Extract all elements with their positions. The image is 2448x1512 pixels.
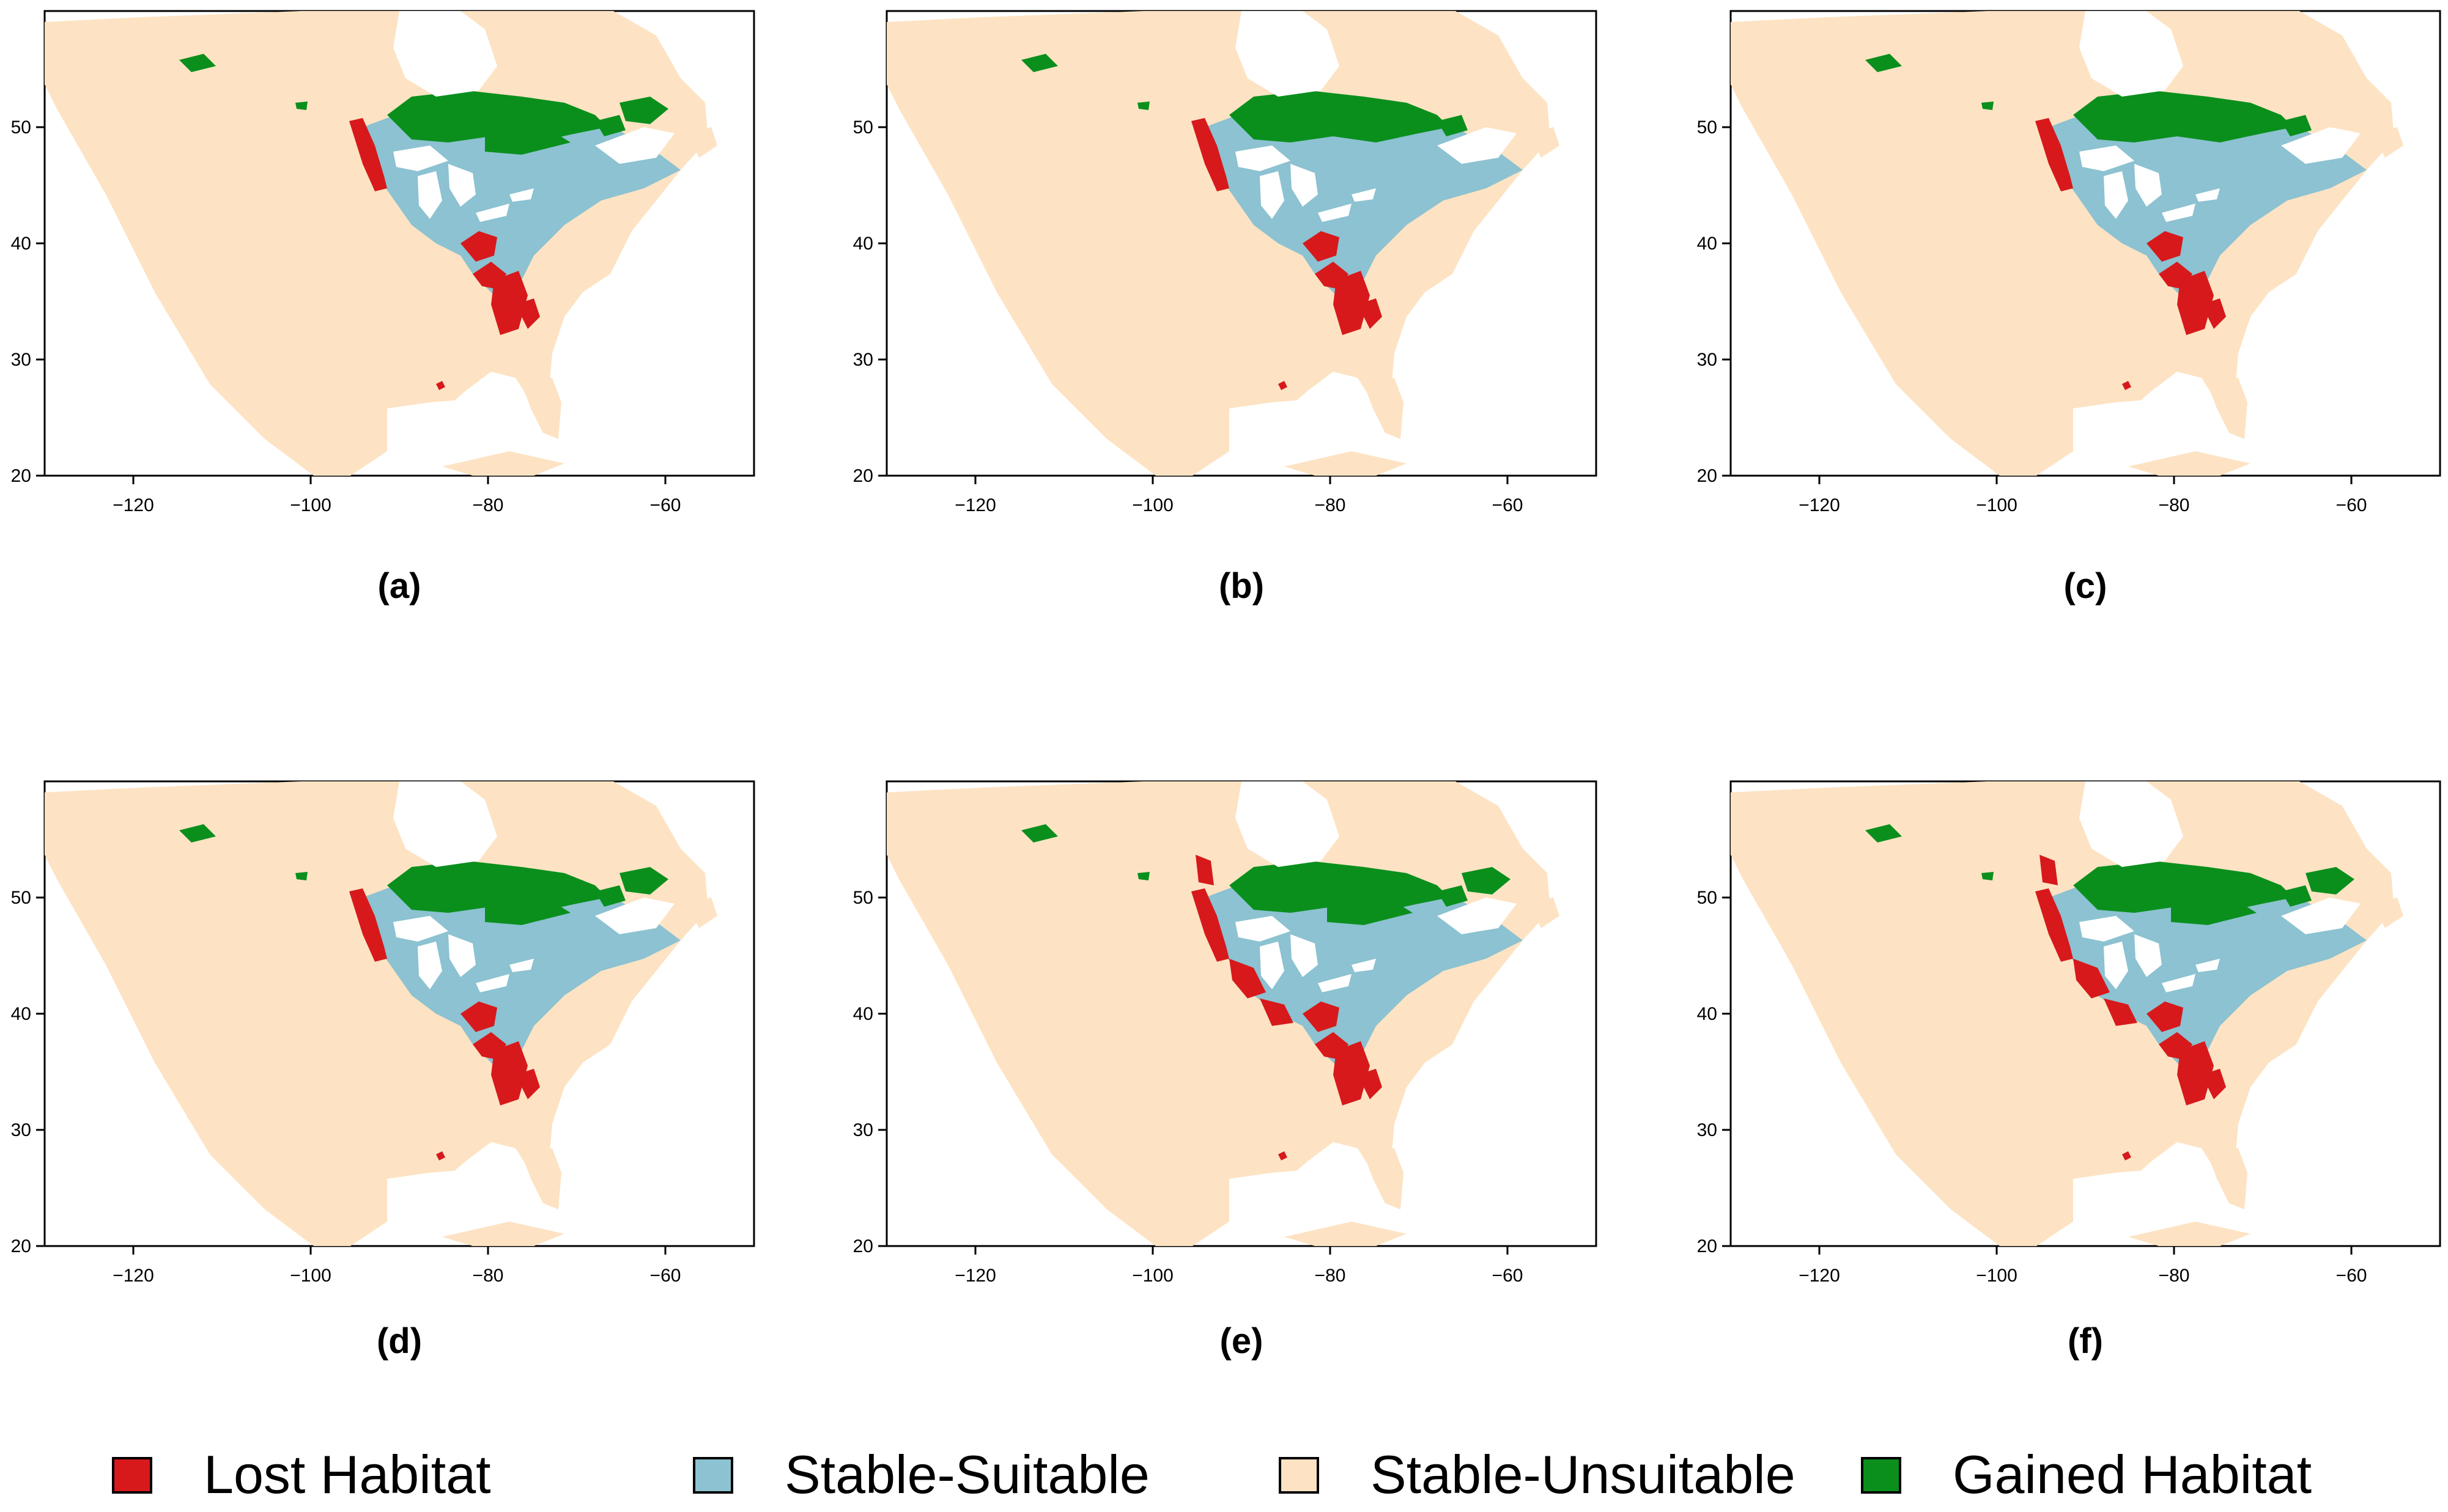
y-tick-label: 50 [1697, 117, 1717, 138]
x-tick-label: −120 [955, 495, 996, 515]
x-axis: −120 −100 −80 −60 [955, 1246, 1523, 1286]
x-tick-label: −120 [955, 1266, 996, 1286]
x-tick-label: −60 [1492, 1266, 1523, 1286]
legend-label: Stable-Suitable [785, 1444, 1150, 1505]
panel-b: −120 −100 −80 −60 20 30 40 50 (b) [853, 10, 1597, 606]
x-tick-label: −80 [2159, 1266, 2190, 1286]
y-tick-label: 20 [11, 466, 31, 486]
y-tick-label: 20 [1697, 1236, 1717, 1256]
habitat-map [45, 781, 717, 1246]
y-tick-label: 30 [11, 1120, 31, 1140]
x-tick-label: −120 [113, 1266, 154, 1286]
y-tick-label: 50 [853, 888, 873, 908]
habitat-map [887, 781, 1559, 1246]
y-tick-label: 40 [11, 1004, 31, 1024]
x-axis: −120 −100 −80 −60 [113, 476, 681, 515]
y-tick-label: 40 [1697, 234, 1717, 254]
y-tick-label: 50 [11, 117, 31, 138]
legend-swatch [693, 1457, 733, 1494]
legend-swatch [112, 1457, 152, 1494]
x-tick-label: −100 [290, 1266, 331, 1286]
y-tick-label: 20 [1697, 466, 1717, 486]
x-tick-label: −100 [1132, 495, 1174, 515]
y-tick-label: 30 [1697, 1120, 1717, 1140]
x-tick-label: −100 [1976, 1266, 2017, 1286]
y-axis: 20 30 40 50 [853, 117, 887, 486]
panel-label: (d) [377, 1321, 422, 1361]
x-tick-label: −80 [473, 1266, 504, 1286]
y-tick-label: 50 [1697, 888, 1717, 908]
legend-item-lost: Lost Habitat [112, 1444, 491, 1505]
panel-label: (c) [2064, 566, 2107, 606]
habitat-map [887, 11, 1559, 476]
legend-item-stable-suitable: Stable-Suitable [693, 1444, 1150, 1505]
y-axis: 20 30 40 50 [853, 888, 887, 1256]
panel-e: −120 −100 −80 −60 20 30 40 50 (e) [853, 780, 1597, 1361]
x-tick-label: −60 [650, 495, 681, 515]
x-tick-label: −100 [290, 495, 331, 515]
x-axis: −120 −100 −80 −60 [955, 476, 1523, 515]
y-tick-label: 20 [853, 466, 873, 486]
legend-label: Lost Habitat [204, 1444, 491, 1505]
x-tick-label: −60 [650, 1266, 681, 1286]
y-tick-label: 40 [853, 234, 873, 254]
legend-item-gained: Gained Habitat [1861, 1444, 2312, 1505]
legend-label: Gained Habitat [1953, 1444, 2312, 1505]
x-tick-label: −80 [2159, 495, 2190, 515]
x-tick-label: −80 [1315, 1266, 1346, 1286]
habitat-map [1731, 11, 2403, 476]
x-axis: −120 −100 −80 −60 [1799, 1246, 2367, 1286]
habitat-map [45, 11, 717, 476]
x-tick-label: −120 [1799, 495, 1840, 515]
panel-a: −120 −100 −80 −60 20 30 40 50 (a) [11, 10, 755, 606]
y-tick-label: 20 [853, 1236, 873, 1256]
panel-f: −120 −100 −80 −60 20 30 40 50 (f) [1697, 780, 2441, 1361]
panel-label: (a) [378, 566, 421, 606]
y-axis: 20 30 40 50 [1697, 117, 1731, 486]
x-axis: −120 −100 −80 −60 [1799, 476, 2367, 515]
y-tick-label: 40 [1697, 1004, 1717, 1024]
x-tick-label: −120 [113, 495, 154, 515]
x-axis: −120 −100 −80 −60 [113, 1246, 681, 1286]
y-tick-label: 50 [11, 888, 31, 908]
y-tick-label: 30 [853, 350, 873, 370]
y-tick-label: 40 [11, 234, 31, 254]
y-axis: 20 30 40 50 [11, 888, 45, 1256]
x-tick-label: −80 [473, 495, 504, 515]
x-tick-label: −60 [2336, 1266, 2367, 1286]
y-tick-label: 30 [1697, 350, 1717, 370]
y-tick-label: 20 [11, 1236, 31, 1256]
panel-label: (e) [1220, 1321, 1263, 1361]
x-tick-label: −60 [2336, 495, 2367, 515]
legend: Lost Habitat Stable-Suitable Stable-Unsu… [112, 1444, 2312, 1505]
y-tick-label: 30 [11, 350, 31, 370]
legend-swatch [1279, 1457, 1319, 1494]
x-tick-label: −80 [1315, 495, 1346, 515]
legend-item-stable-unsuitable: Stable-Unsuitable [1279, 1444, 1795, 1505]
x-tick-label: −60 [1492, 495, 1523, 515]
y-tick-label: 50 [853, 117, 873, 138]
legend-swatch [1861, 1457, 1901, 1494]
x-tick-label: −120 [1799, 1266, 1840, 1286]
panel-c: −120 −100 −80 −60 20 30 40 50 (c) [1697, 10, 2441, 606]
y-tick-label: 40 [853, 1004, 873, 1024]
habitat-map [1731, 781, 2403, 1246]
y-axis: 20 30 40 50 [11, 117, 45, 486]
x-tick-label: −100 [1976, 495, 2017, 515]
panel-label: (f) [2068, 1321, 2103, 1361]
x-tick-label: −100 [1132, 1266, 1174, 1286]
legend-label: Stable-Unsuitable [1370, 1444, 1795, 1505]
panel-label: (b) [1219, 566, 1264, 606]
y-axis: 20 30 40 50 [1697, 888, 1731, 1256]
panel-d: −120 −100 −80 −60 20 30 40 50 (d) [11, 780, 755, 1361]
y-tick-label: 30 [853, 1120, 873, 1140]
